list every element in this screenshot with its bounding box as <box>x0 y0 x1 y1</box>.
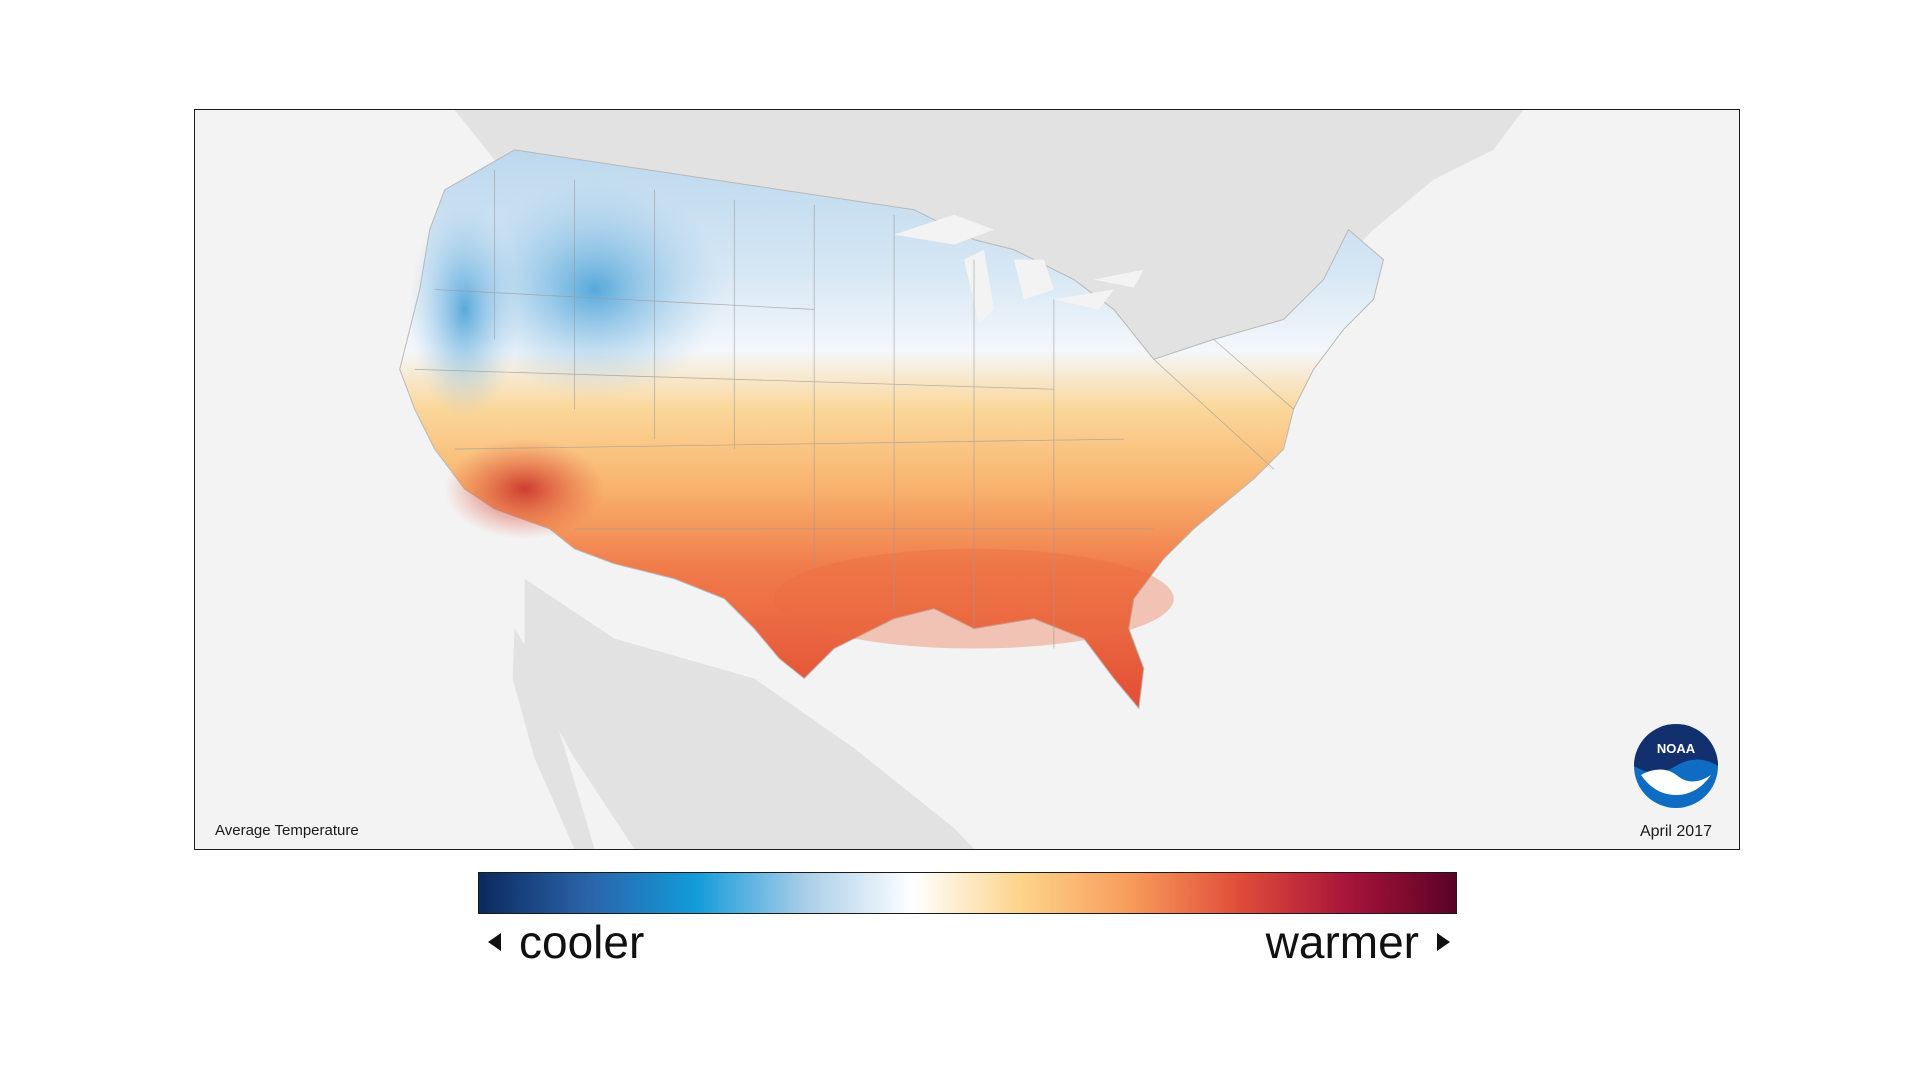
southwest-hot-zone <box>444 439 605 539</box>
map-panel: NOAA Average Temperature April 2017 <box>194 109 1740 850</box>
great-lakes <box>894 214 1144 325</box>
warmer-legend: warmer <box>1266 912 1450 972</box>
map-date: April 2017 <box>1639 823 1712 840</box>
warmer-label: warmer <box>1265 916 1419 968</box>
triangle-left-icon <box>488 933 501 951</box>
us-temperature-map <box>399 110 1524 849</box>
sierra-cool-zone <box>409 199 520 420</box>
mexico-land <box>524 578 974 849</box>
baja-land <box>512 628 595 849</box>
cooler-label: cooler <box>519 916 645 968</box>
noaa-logo-icon: NOAA <box>1634 724 1718 808</box>
state-borders <box>414 169 1294 649</box>
svg-text:NOAA: NOAA <box>1657 741 1696 756</box>
canada-land <box>454 110 1524 360</box>
cooler-legend: cooler <box>488 912 644 972</box>
triangle-right-icon <box>1437 933 1450 951</box>
rockies-cool-zone <box>464 179 725 400</box>
map-title: Average Temperature <box>215 822 359 839</box>
temperature-colorbar <box>478 872 1457 914</box>
